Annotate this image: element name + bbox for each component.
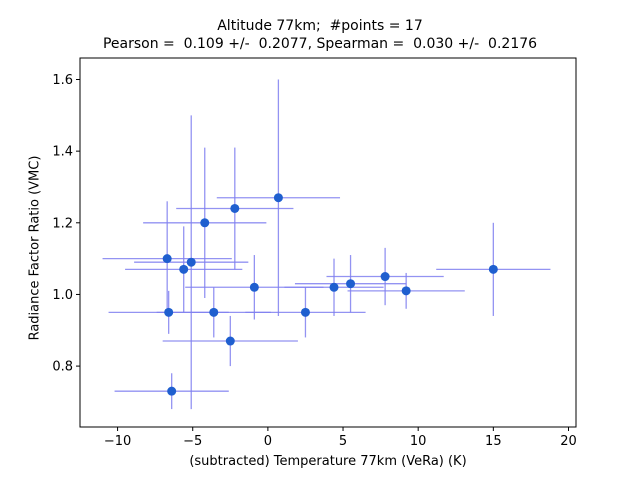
data-point [200, 218, 210, 228]
chart-title: Altitude 77km; #points = 17 [217, 18, 423, 34]
data-point [380, 272, 390, 282]
y-tick-label: 0.8 [52, 360, 73, 375]
data-point [179, 264, 189, 274]
data-point [186, 257, 196, 267]
data-point [249, 282, 259, 292]
data-point [167, 386, 177, 396]
data-point [209, 307, 219, 317]
data-point [225, 336, 235, 346]
x-tick-label: −10 [104, 434, 131, 449]
x-tick-label: 5 [339, 434, 347, 449]
y-tick-label: 1.6 [52, 73, 73, 88]
data-point [164, 307, 174, 317]
data-point [162, 254, 172, 264]
errorbars-layer [102, 79, 551, 410]
x-axis-label: (subtracted) Temperature 77km (VeRa) (K) [189, 454, 467, 469]
plot-frame [79, 57, 577, 428]
markers-layer [162, 193, 498, 396]
x-tick-label: 15 [485, 434, 502, 449]
x-tick-label: 10 [410, 434, 427, 449]
data-point [329, 282, 339, 292]
y-axis-ticks: 0.8 1.0 1.2 1.4 1.6 [52, 73, 80, 375]
x-tick-label: 20 [560, 434, 577, 449]
y-tick-label: 1.2 [52, 216, 73, 231]
chart-subtitle: Pearson = 0.109 +/- 0.2077, Spearman = 0… [102, 36, 538, 52]
y-tick-label: 1.4 [52, 145, 73, 160]
data-point [401, 286, 411, 296]
y-axis-label: Radiance Factor Ratio (VMC) [27, 155, 43, 341]
data-point [488, 264, 498, 274]
data-point [273, 193, 283, 203]
data-point [346, 279, 356, 289]
x-tick-label: 0 [264, 434, 272, 449]
x-tick-label: −5 [183, 434, 202, 449]
data-point [300, 307, 310, 317]
y-tick-label: 1.0 [52, 288, 73, 303]
data-point [230, 203, 240, 213]
x-axis-ticks: −10 −5 0 5 10 15 20 [104, 427, 577, 449]
